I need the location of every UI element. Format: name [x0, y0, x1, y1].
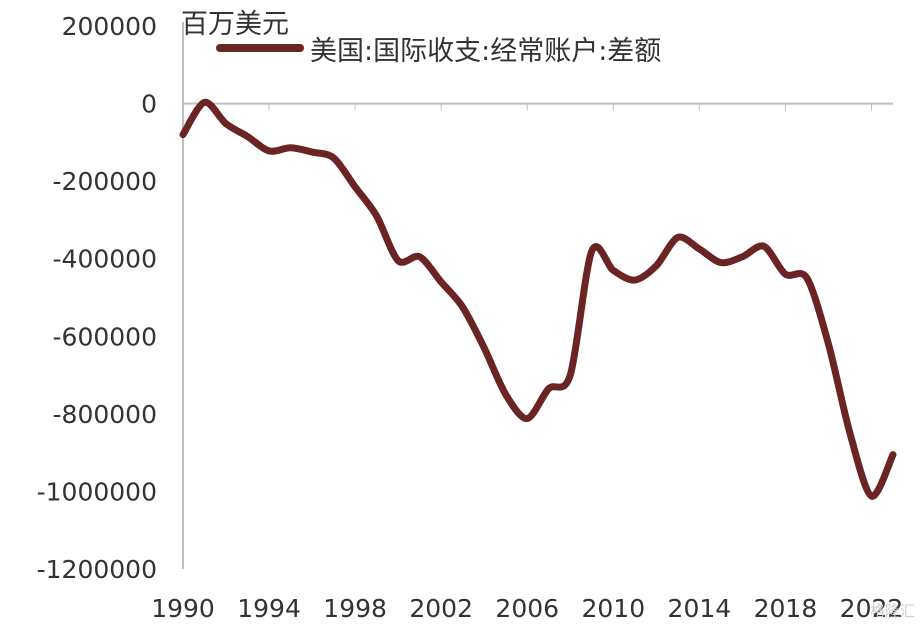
- data-point: [245, 134, 251, 140]
- data-point: [374, 213, 380, 219]
- data-point: [524, 416, 530, 422]
- data-point: [352, 184, 358, 190]
- series-line: [179, 98, 897, 500]
- data-point: [481, 345, 487, 351]
- data-point: [395, 258, 401, 264]
- data-point: [761, 243, 767, 249]
- x-tick-label: 2022: [840, 594, 904, 623]
- x-tick-label: 1998: [323, 594, 387, 623]
- data-point: [223, 121, 229, 127]
- legend-swatch: [216, 44, 304, 52]
- data-point: [632, 277, 638, 283]
- data-point: [288, 145, 294, 151]
- x-tick-label: 1990: [151, 594, 215, 623]
- data-point: [460, 304, 466, 310]
- data-point: [438, 279, 444, 285]
- y-tick-label: 200000: [62, 12, 157, 41]
- data-point: [825, 341, 831, 347]
- data-point: [718, 260, 724, 266]
- x-tick-label: 2014: [668, 594, 732, 623]
- data-point: [309, 149, 315, 155]
- data-point: [782, 271, 788, 277]
- y-tick-label: -1200000: [37, 555, 157, 584]
- data-point: [202, 99, 208, 105]
- data-point: [546, 386, 552, 392]
- data-point: [610, 267, 616, 273]
- y-unit-label: 百万美元: [181, 9, 289, 40]
- data-point: [417, 254, 423, 260]
- legend-label: 美国:国际收支:经常账户:差额: [310, 35, 662, 67]
- y-tick-label: -400000: [53, 245, 157, 274]
- data-point: [675, 234, 681, 240]
- legend: 美国:国际收支:经常账户:差额: [216, 30, 662, 67]
- y-tick-label: -1000000: [37, 477, 157, 506]
- data-point: [589, 248, 595, 254]
- watermark: 格隆汇: [869, 602, 915, 620]
- data-point: [696, 246, 702, 252]
- data-point: [331, 155, 337, 161]
- y-tick-label: -600000: [53, 322, 157, 351]
- data-point: [739, 254, 745, 260]
- x-tick-label: 2002: [409, 594, 473, 623]
- x-tick-label: 2010: [581, 594, 645, 623]
- data-point: [503, 391, 509, 397]
- x-tick-label: 1994: [237, 594, 301, 623]
- y-tick-label: 0: [141, 90, 157, 119]
- data-point: [266, 148, 272, 154]
- y-tick-label: -200000: [53, 167, 157, 196]
- data-point: [804, 275, 810, 281]
- data-point: [847, 430, 853, 436]
- data-point: [180, 132, 186, 138]
- data-point: [567, 372, 573, 378]
- y-tick-label: -800000: [53, 400, 157, 429]
- data-point: [653, 263, 659, 269]
- data-point: [890, 452, 896, 458]
- x-tick-label: 2018: [754, 594, 818, 623]
- x-tick-label: 2006: [495, 594, 559, 623]
- data-point: [868, 493, 874, 499]
